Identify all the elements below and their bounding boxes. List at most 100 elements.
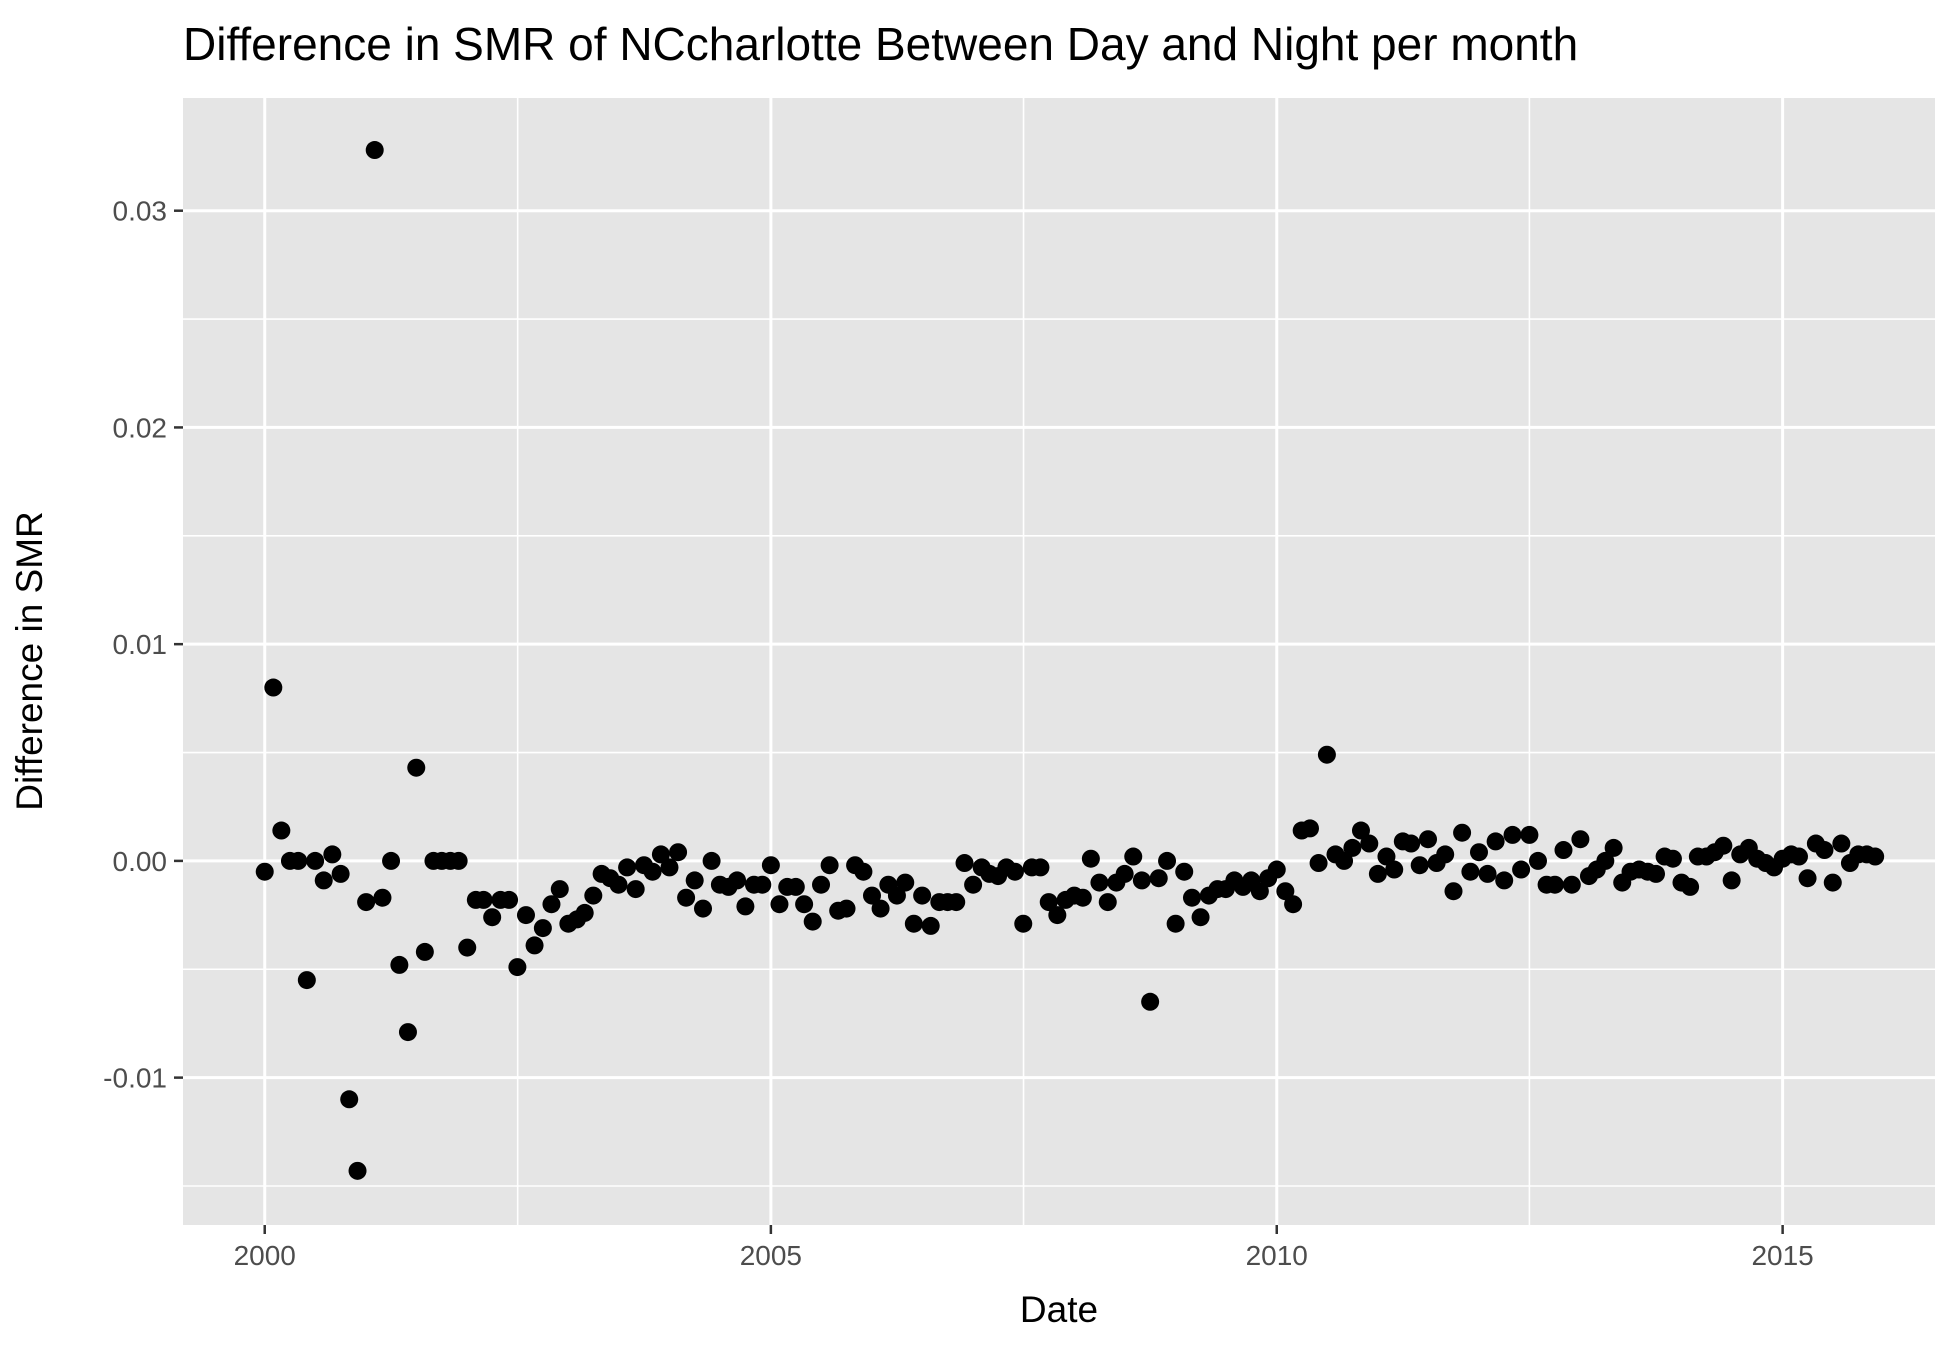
- data-point: [1385, 860, 1404, 879]
- data-point: [660, 858, 679, 877]
- data-point: [1191, 908, 1210, 927]
- data-point: [357, 893, 376, 912]
- data-point: [1182, 888, 1201, 907]
- y-axis-title: Difference in SMR: [9, 511, 50, 811]
- data-point: [323, 845, 342, 864]
- data-point: [415, 942, 434, 961]
- data-point: [1722, 871, 1741, 890]
- data-point: [1461, 862, 1480, 881]
- data-point: [913, 886, 932, 905]
- data-point: [1090, 873, 1109, 892]
- data-point: [786, 877, 805, 896]
- data-point: [1444, 882, 1463, 901]
- data-point: [896, 873, 915, 892]
- data-point: [1478, 864, 1497, 883]
- data-point: [651, 845, 670, 864]
- data-point: [1175, 862, 1194, 881]
- x-axis-title: Date: [1020, 1289, 1098, 1330]
- data-point: [1343, 838, 1362, 857]
- data-point: [1141, 992, 1160, 1011]
- data-point: [694, 899, 713, 918]
- data-point: [1410, 856, 1429, 875]
- minor-gridlines: [183, 98, 1935, 1225]
- data-point: [669, 843, 688, 862]
- data-point: [1368, 864, 1387, 883]
- data-point: [1115, 864, 1134, 883]
- data-point: [1250, 882, 1269, 901]
- data-point: [1866, 847, 1885, 866]
- data-point: [449, 851, 468, 870]
- data-point: [1081, 849, 1100, 868]
- data-point: [1284, 895, 1303, 914]
- data-point: [685, 871, 704, 890]
- data-point: [1798, 869, 1817, 888]
- data-point: [1520, 825, 1539, 844]
- data-point: [1823, 873, 1842, 892]
- data-point: [398, 1023, 417, 1042]
- data-point: [1554, 841, 1573, 860]
- data-point: [770, 895, 789, 914]
- data-points: [255, 141, 1885, 1180]
- data-point: [1158, 851, 1177, 870]
- x-tick-label: 2015: [1751, 1240, 1813, 1271]
- y-tick-label: 0.00: [113, 846, 168, 877]
- data-point: [854, 862, 873, 881]
- data-point: [728, 871, 747, 890]
- data-point: [1545, 875, 1564, 894]
- data-point: [753, 875, 772, 894]
- data-point: [795, 895, 814, 914]
- data-point: [871, 899, 890, 918]
- major-gridlines: [183, 98, 1935, 1225]
- data-point: [500, 890, 519, 909]
- data-point: [702, 851, 721, 870]
- data-point: [525, 936, 544, 955]
- x-tick-label: 2000: [234, 1240, 296, 1271]
- data-point: [390, 955, 409, 974]
- data-point: [1419, 830, 1438, 849]
- data-point: [458, 938, 477, 957]
- data-point: [365, 141, 384, 160]
- data-point: [340, 1090, 359, 1109]
- data-point: [1469, 843, 1488, 862]
- data-point: [382, 851, 401, 870]
- data-point: [1149, 869, 1168, 888]
- y-tick-label: -0.01: [103, 1063, 167, 1094]
- data-point: [1681, 877, 1700, 896]
- data-point: [609, 875, 628, 894]
- data-point: [297, 971, 316, 990]
- data-point: [1039, 893, 1058, 912]
- data-point: [1436, 845, 1455, 864]
- data-point: [373, 888, 392, 907]
- data-point: [1276, 882, 1295, 901]
- data-point: [1495, 871, 1514, 890]
- data-point: [1124, 847, 1143, 866]
- data-point: [1300, 819, 1319, 838]
- data-point: [626, 880, 645, 899]
- data-point: [264, 678, 283, 697]
- data-point: [474, 890, 493, 909]
- data-point: [1073, 888, 1092, 907]
- data-point: [1596, 851, 1615, 870]
- data-point: [1647, 864, 1666, 883]
- data-point: [1335, 851, 1354, 870]
- data-point: [1005, 862, 1024, 881]
- data-point: [1571, 830, 1590, 849]
- data-point: [887, 886, 906, 905]
- data-point: [483, 908, 502, 927]
- data-point: [1562, 875, 1581, 894]
- data-point: [533, 919, 552, 938]
- x-tick-label: 2005: [740, 1240, 802, 1271]
- plot-panel: [183, 98, 1935, 1225]
- data-point: [306, 851, 325, 870]
- data-point: [921, 916, 940, 935]
- data-point: [575, 903, 594, 922]
- y-tick-label: 0.01: [113, 629, 168, 660]
- y-tick-label: 0.03: [113, 196, 168, 227]
- data-point: [1529, 851, 1548, 870]
- data-point: [1503, 825, 1522, 844]
- data-point: [862, 886, 881, 905]
- data-point: [1663, 849, 1682, 868]
- data-point: [1031, 858, 1050, 877]
